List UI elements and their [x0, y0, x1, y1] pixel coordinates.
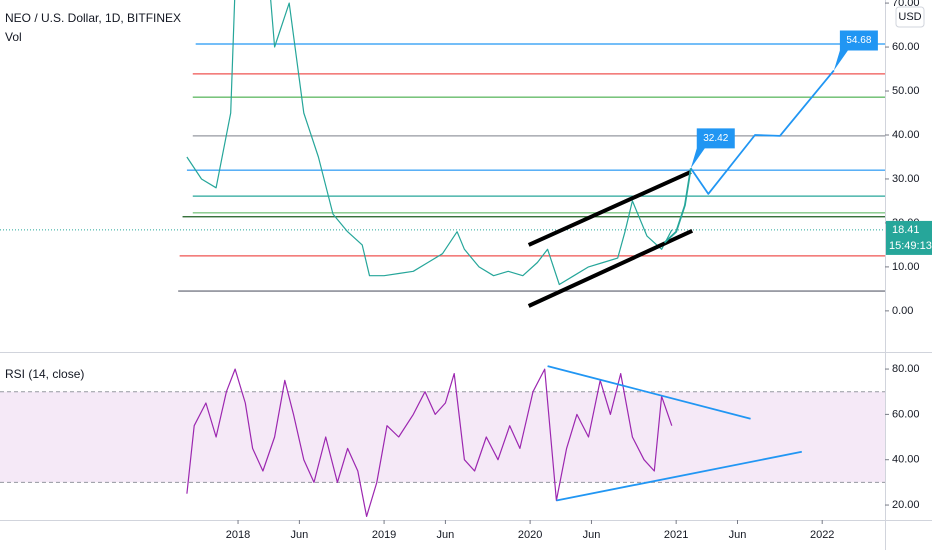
y-tick-label: 20.00 [892, 499, 920, 511]
x-tick-label: 2022 [810, 529, 834, 541]
countdown-label: 15:49:13 [889, 240, 932, 252]
price-line [186, 0, 673, 286]
annotation-box [690, 128, 735, 169]
x-tick-label: Jun [291, 529, 309, 541]
y-tick-label: 50.00 [892, 85, 920, 97]
x-tick-label: 2018 [226, 529, 250, 541]
annotation-label: 54.68 [846, 35, 871, 46]
x-tick-label: Jun [729, 529, 747, 541]
rsi-title: RSI (14, close) [5, 367, 84, 381]
price-pane: 32.42 54.68 [0, 0, 885, 308]
trend-line [547, 365, 751, 420]
x-tick-label: 2021 [664, 529, 688, 541]
y-tick-label: 60.00 [892, 408, 920, 420]
volume-label: Vol [5, 30, 22, 44]
annotation-label: 32.42 [703, 133, 728, 144]
y-tick-label: 40.00 [892, 454, 920, 466]
y-tick-label: 40.00 [892, 129, 920, 141]
trend-line [663, 168, 692, 244]
chart-title: NEO / U.S. Dollar, 1D, BITFINEX [5, 11, 181, 25]
trend-line [690, 69, 835, 195]
trend-line [527, 228, 694, 308]
y-tick-label: 70.00 [892, 0, 920, 9]
y-tick-label: 10.00 [892, 261, 920, 273]
x-tick-label: 2020 [518, 529, 542, 541]
unit-label: USD [898, 11, 921, 23]
x-tick-label: Jun [583, 529, 601, 541]
trend-line [527, 170, 692, 247]
y-tick-label: 0.00 [892, 305, 913, 317]
rsi-band [0, 391, 885, 483]
x-tick-label: Jun [437, 529, 455, 541]
trend-line [556, 450, 802, 502]
unit-box[interactable] [895, 6, 925, 28]
price-line [186, 368, 673, 517]
y-tick-label: 80.00 [892, 363, 920, 375]
price-tag-label: 18.41 [892, 224, 920, 236]
y-tick-label: 60.00 [892, 41, 920, 53]
x-tick-label: 2019 [372, 529, 396, 541]
rsi-pane [0, 365, 885, 517]
y-tick-label: 30.00 [892, 173, 920, 185]
price-tag [886, 220, 932, 255]
annotation-box [833, 30, 878, 71]
